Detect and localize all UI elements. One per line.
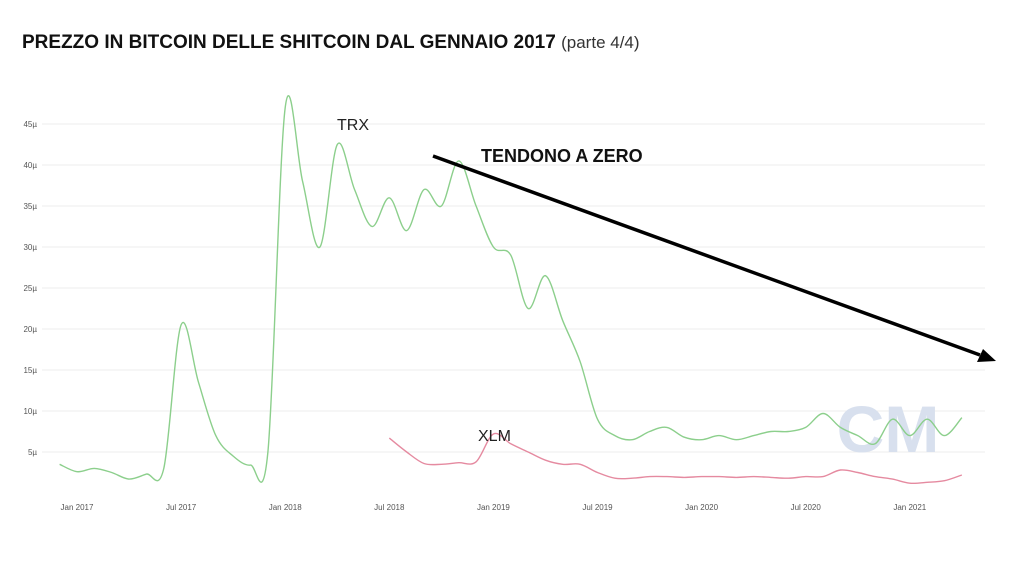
x-tick-label: Jan 2018 (269, 503, 302, 512)
series-line-xlm (388, 432, 963, 485)
x-tick-label: Jan 2019 (477, 503, 510, 512)
x-tick-label: Jul 2017 (166, 503, 197, 512)
y-tick-label: 20µ (23, 325, 37, 334)
y-tick-label: 10µ (23, 407, 37, 416)
y-tick-label: 35µ (23, 202, 37, 211)
trx-label: TRX (337, 117, 369, 134)
series-line-trx (59, 95, 963, 483)
y-tick-label: 30µ (23, 243, 37, 252)
watermark-logo: CM (837, 392, 940, 466)
y-axis-ticks: 5µ 10µ 15µ 20µ 25µ 30µ 35µ 40µ 45µ (23, 120, 37, 457)
trend-arrow-head (977, 349, 996, 362)
x-tick-label: Jul 2020 (791, 503, 822, 512)
y-tick-label: 15µ (23, 366, 37, 375)
x-axis-ticks: Jan 2017 Jul 2017 Jan 2018 Jul 2018 Jan 2019… (61, 503, 927, 512)
grid-lines (42, 123, 985, 453)
x-tick-label: Jan 2017 (61, 503, 94, 512)
x-tick-label: Jan 2020 (685, 503, 718, 512)
y-tick-label: 25µ (23, 284, 37, 293)
x-tick-label: Jul 2018 (374, 503, 405, 512)
y-tick-label: 45µ (23, 120, 37, 129)
y-tick-label: 40µ (23, 161, 37, 170)
chart-title-main: PREZZO IN BITCOIN DELLE SHITCOIN DAL GEN… (22, 32, 556, 53)
y-tick-label: 5µ (28, 448, 37, 457)
chart-title: PREZZO IN BITCOIN DELLE SHITCOIN DAL GEN… (22, 32, 640, 54)
x-tick-label: Jul 2019 (582, 503, 613, 512)
trend-label: TENDONO A ZERO (481, 146, 643, 166)
series-lines (59, 95, 963, 485)
x-tick-label: Jan 2021 (893, 503, 926, 512)
trend-arrow (432, 154, 981, 357)
chart-title-sub: (parte 4/4) (561, 33, 640, 52)
xlm-label: XLM (478, 428, 511, 445)
